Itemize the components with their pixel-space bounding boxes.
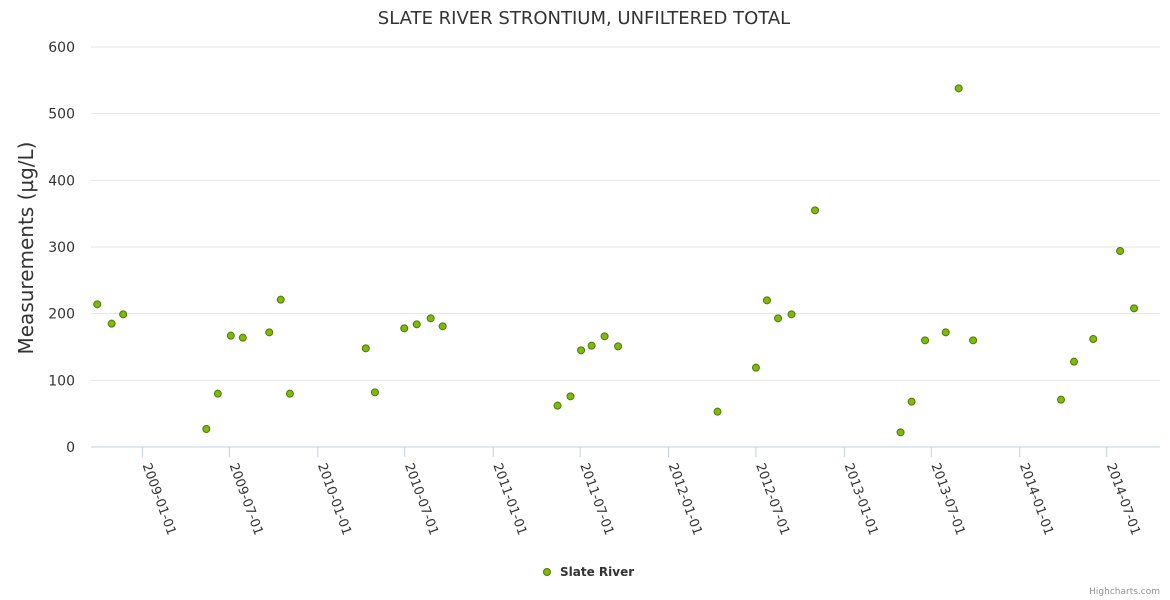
- data-point[interactable]: [896, 428, 905, 437]
- y-tick-label: 400: [48, 173, 75, 189]
- data-point[interactable]: [1130, 304, 1139, 313]
- y-axis-label: Measurements (µg/L): [14, 142, 38, 355]
- data-point[interactable]: [438, 322, 447, 331]
- x-tick-label: 2012-07-01: [752, 461, 792, 537]
- data-point[interactable]: [412, 320, 421, 329]
- data-point[interactable]: [370, 388, 379, 397]
- data-point[interactable]: [713, 407, 722, 416]
- data-point[interactable]: [213, 389, 222, 398]
- data-point[interactable]: [577, 346, 586, 355]
- data-point[interactable]: [226, 331, 235, 340]
- data-point[interactable]: [969, 336, 978, 345]
- data-point[interactable]: [276, 295, 285, 304]
- data-point[interactable]: [941, 328, 950, 337]
- data-point[interactable]: [1089, 335, 1098, 343]
- y-tick-label: 200: [48, 307, 75, 323]
- y-tick-label: 100: [48, 373, 75, 389]
- data-point[interactable]: [811, 206, 820, 215]
- x-tick-label: 2012-01-01: [665, 461, 705, 537]
- data-point[interactable]: [774, 314, 783, 323]
- x-tick-label: 2013-07-01: [928, 461, 968, 537]
- y-axis: 0 100 200 300 400 500 600: [48, 40, 75, 456]
- data-point[interactable]: [238, 333, 247, 342]
- legend[interactable]: Slate River: [543, 565, 635, 579]
- data-point[interactable]: [202, 425, 211, 433]
- data-points: [93, 84, 1139, 437]
- data-point[interactable]: [787, 310, 796, 319]
- data-point[interactable]: [107, 319, 116, 328]
- x-tick-label: 2010-07-01: [401, 461, 441, 537]
- data-point[interactable]: [426, 314, 435, 323]
- y-tick-label: 300: [48, 240, 75, 256]
- x-tick-label: 2011-07-01: [576, 461, 616, 537]
- x-tick-label: 2014-01-01: [1016, 461, 1056, 537]
- data-point[interactable]: [1069, 357, 1078, 366]
- data-point[interactable]: [93, 300, 102, 309]
- x-tick-label: 2011-01-01: [489, 461, 529, 537]
- data-point[interactable]: [762, 296, 771, 305]
- x-axis: 2009-01-01 2009-07-01 2010-01-01 2010-07-01…: [139, 447, 1143, 537]
- data-point[interactable]: [285, 389, 294, 398]
- data-point[interactable]: [614, 342, 623, 351]
- data-point[interactable]: [954, 84, 963, 93]
- data-point[interactable]: [400, 324, 409, 333]
- x-tick-label: 2010-01-01: [314, 461, 354, 537]
- x-tick-label: 2009-01-01: [139, 461, 179, 537]
- grid-lines: [91, 46, 1160, 448]
- x-tick-label: 2014-07-01: [1103, 461, 1143, 537]
- chart-title: SLATE RIVER STRONTIUM, UNFILTERED TOTAL: [378, 8, 790, 29]
- legend-item-slate-river[interactable]: Slate River: [560, 565, 634, 579]
- data-point[interactable]: [553, 401, 562, 410]
- x-tick-label: 2013-01-01: [841, 461, 881, 537]
- data-point[interactable]: [751, 363, 760, 372]
- data-point[interactable]: [600, 332, 609, 341]
- legend-marker-icon[interactable]: [543, 568, 551, 576]
- data-point[interactable]: [907, 397, 916, 406]
- data-point[interactable]: [566, 392, 575, 401]
- data-point[interactable]: [1116, 247, 1125, 255]
- y-tick-label: 600: [48, 40, 75, 56]
- data-point[interactable]: [265, 328, 274, 337]
- data-point[interactable]: [119, 310, 128, 319]
- y-tick-label: 0: [66, 440, 75, 456]
- data-point[interactable]: [921, 336, 930, 345]
- y-tick-label: 500: [48, 107, 75, 123]
- x-tick-label: 2009-07-01: [226, 461, 266, 537]
- data-point[interactable]: [587, 341, 596, 350]
- data-point[interactable]: [1057, 395, 1066, 404]
- data-point[interactable]: [361, 344, 370, 353]
- highcharts-credit[interactable]: Highcharts.com: [1089, 587, 1160, 597]
